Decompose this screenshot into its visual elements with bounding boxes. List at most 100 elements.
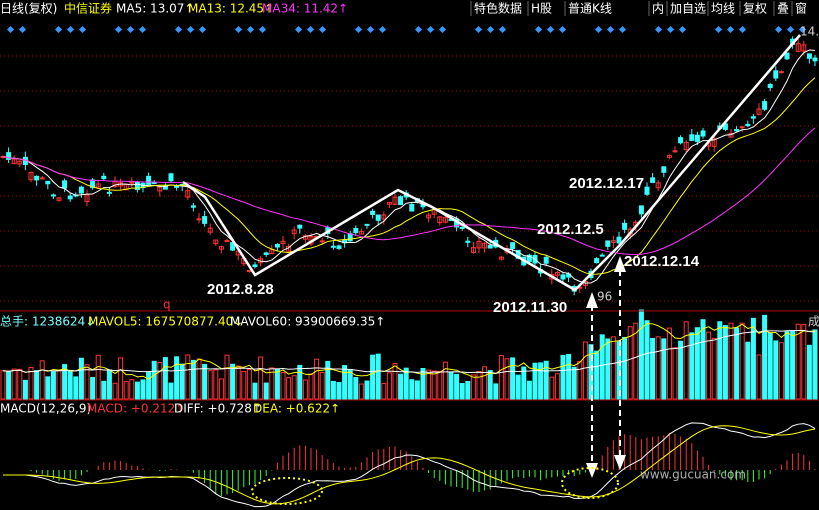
volume-bar: [549, 376, 555, 400]
volume-bar: [778, 342, 784, 400]
candle-body: [364, 223, 370, 226]
volume-bar: [426, 369, 432, 400]
candle-body: [650, 177, 656, 183]
candle-body: [784, 52, 790, 60]
candle-body: [112, 181, 118, 187]
volume-bar: [269, 367, 275, 400]
volume-bar: [157, 361, 163, 400]
tab: 均线: [711, 2, 735, 16]
volume-bar: [62, 364, 68, 400]
candle-body: [510, 242, 516, 250]
candle-body: [347, 233, 353, 242]
candle-body: [202, 216, 208, 224]
candle-body: [482, 242, 488, 249]
volume-bar: [700, 319, 706, 400]
volume-bar: [78, 357, 84, 400]
event-marker: [198, 25, 207, 34]
candle-body: [106, 191, 112, 194]
dea-line: [3, 425, 816, 505]
candle-body: [62, 180, 68, 189]
event-marker: [438, 25, 447, 34]
volume-bar: [627, 326, 633, 400]
volume-bar: [773, 340, 779, 400]
candle-body: [213, 239, 219, 245]
ma34: MA34: 11.42↑: [262, 2, 348, 16]
volume-bar: [526, 380, 532, 400]
volume-bar: [392, 363, 398, 400]
candle-body: [381, 214, 387, 220]
volume-bar: [162, 357, 168, 400]
watermark: www.gucuan.com: [640, 468, 746, 482]
highlight: [561, 467, 619, 499]
volume-bar: [386, 372, 392, 400]
event-marker: [6, 25, 15, 34]
volume-bar: [532, 362, 538, 400]
volume-bar: [465, 380, 471, 400]
candle-body: [700, 130, 706, 137]
volume-bar: [459, 382, 465, 400]
event-marker: [294, 25, 303, 34]
candle-body: [801, 44, 807, 52]
volume-bar: [448, 371, 454, 400]
volume-bar: [202, 363, 208, 400]
volume-bar: [420, 368, 426, 400]
volume-bar: [151, 360, 157, 400]
highlight: [251, 477, 323, 505]
volume-bar: [560, 355, 566, 400]
event-marker: [318, 25, 327, 34]
volume-bar: [73, 376, 79, 400]
candle-body: [353, 227, 359, 234]
volume-bar: [566, 353, 572, 400]
volume-bar: [34, 370, 40, 400]
stock-name: 中信证券: [64, 1, 112, 16]
volume-bar: [84, 364, 90, 400]
volume-bar: [722, 325, 728, 400]
event-marker: [594, 25, 603, 34]
volume-bar: [213, 369, 219, 400]
volume-bar: [717, 321, 723, 400]
volume-bar: [190, 359, 196, 400]
event-marker: [606, 25, 615, 34]
grid: [0, 25, 819, 302]
volume-bar: [622, 336, 628, 400]
volume-bar: [347, 369, 353, 400]
volume-bar: [678, 340, 684, 400]
event-marker: [498, 25, 507, 34]
volume-bar: [795, 323, 801, 400]
volume-bar: [498, 355, 504, 400]
volume-bar: [790, 330, 796, 400]
event-marker: [258, 25, 267, 34]
volume-bar: [633, 322, 639, 400]
arrow-head: [586, 463, 598, 478]
volume-bar: [582, 341, 588, 400]
ma13: MA13: 12.45↑: [188, 2, 274, 16]
volume-bar: [806, 344, 812, 400]
candle-body: [745, 123, 751, 127]
volume-bar: [101, 380, 107, 400]
low-label: 96: [597, 290, 612, 304]
arrow-head: [586, 292, 598, 308]
volume-bar: [17, 368, 23, 400]
volume-side: 成: [808, 315, 819, 329]
candle-body: [95, 183, 101, 188]
candle-body: [594, 258, 600, 264]
volume-bar: [739, 322, 745, 400]
volume-bar: [263, 382, 269, 400]
candle-body: [599, 254, 605, 257]
volume-bar: [683, 321, 689, 400]
candle-body: [470, 247, 476, 253]
candle-body: [151, 182, 157, 185]
volume-bar: [644, 320, 650, 400]
volume-bar: [353, 377, 359, 400]
event-marker: [798, 25, 807, 34]
candle-body: [78, 186, 84, 194]
candle-body: [543, 256, 549, 264]
macd-name: MACD(12,26,9): [0, 402, 91, 416]
volume-bar: [694, 327, 700, 400]
candle-body: [773, 70, 779, 79]
volume-bar: [594, 350, 600, 400]
volume-bar: [364, 380, 370, 400]
volume-bar: [414, 380, 420, 400]
candle-body: [644, 186, 650, 195]
candle-body: [207, 227, 213, 233]
